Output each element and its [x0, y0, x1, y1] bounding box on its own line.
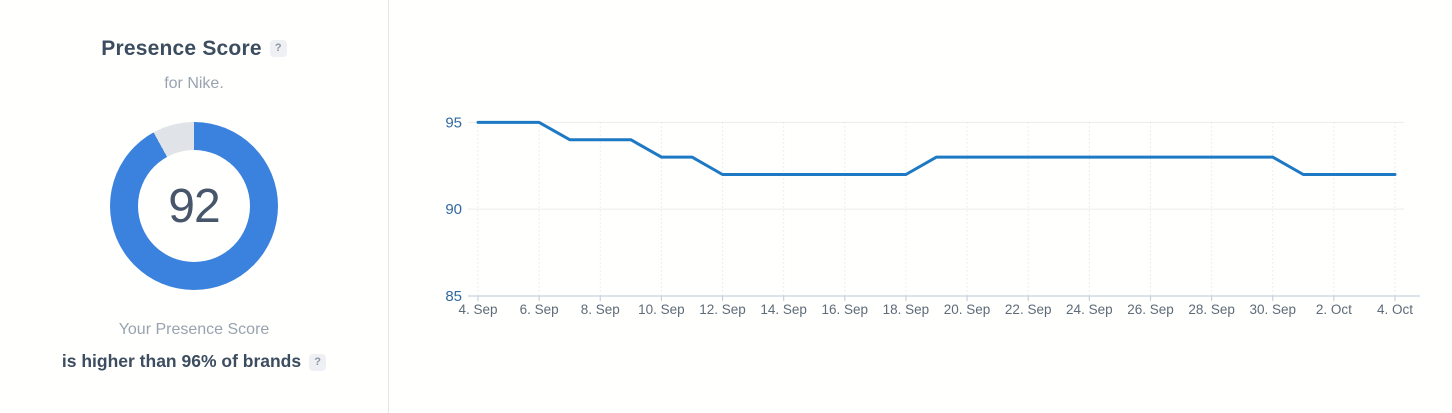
svg-text:16. Sep: 16. Sep: [822, 302, 869, 317]
score-comparison-row: is higher than 96% of brands ?: [0, 351, 388, 372]
svg-text:22. Sep: 22. Sep: [1005, 302, 1052, 317]
svg-text:6. Sep: 6. Sep: [520, 302, 559, 317]
svg-text:20. Sep: 20. Sep: [944, 302, 991, 317]
svg-text:4. Sep: 4. Sep: [458, 302, 497, 317]
svg-text:30. Sep: 30. Sep: [1249, 302, 1296, 317]
presence-score-line-chart: 85 90 95 4. Sep 6. Sep 8. Sep 10. Sep 12. Sep 14…: [445, 114, 1420, 317]
score-summary-panel: Presence Score ? for Nike. 92 Your Prese…: [0, 0, 389, 413]
svg-text:85: 85: [445, 288, 462, 305]
svg-text:18. Sep: 18. Sep: [883, 302, 930, 317]
svg-text:8. Sep: 8. Sep: [581, 302, 620, 317]
svg-text:2. Oct: 2. Oct: [1316, 302, 1352, 317]
presence-chart-panel: 85 90 95 4. Sep 6. Sep 8. Sep 10. Sep 12. Sep 14…: [389, 0, 1452, 413]
score-value: 92: [168, 179, 220, 233]
svg-text:90: 90: [445, 201, 462, 218]
help-icon[interactable]: ?: [309, 353, 327, 371]
svg-text:24. Sep: 24. Sep: [1066, 302, 1113, 317]
svg-text:28. Sep: 28. Sep: [1188, 302, 1235, 317]
svg-text:14. Sep: 14. Sep: [760, 302, 807, 317]
svg-text:10. Sep: 10. Sep: [638, 302, 685, 317]
help-icon[interactable]: ?: [269, 40, 287, 57]
score-donut-hole: 92: [138, 150, 250, 262]
panel-title-row: Presence Score ?: [0, 36, 388, 62]
score-comparison-text: is higher than 96% of brands: [61, 351, 302, 371]
panel-title: Presence Score: [101, 37, 262, 60]
svg-text:12. Sep: 12. Sep: [699, 302, 746, 317]
svg-text:26. Sep: 26. Sep: [1127, 302, 1174, 317]
svg-text:95: 95: [445, 114, 462, 131]
panel-subtitle: for Nike.: [164, 75, 224, 92]
svg-text:4. Oct: 4. Oct: [1377, 302, 1413, 317]
score-donut-gauge: 92: [110, 122, 278, 290]
score-caption: Your Presence Score: [118, 321, 270, 338]
